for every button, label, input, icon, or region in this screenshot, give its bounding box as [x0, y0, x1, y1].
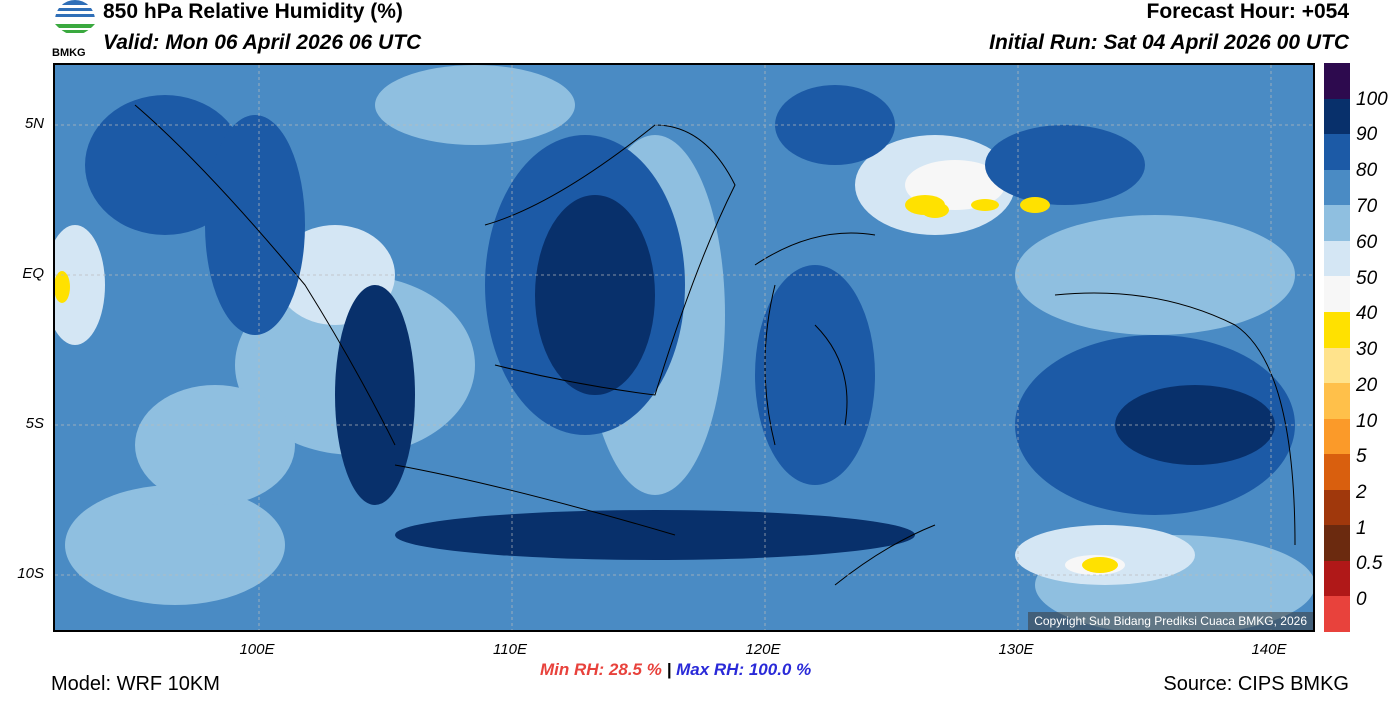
chart-title: 850 hPa Relative Humidity (%) — [103, 0, 403, 23]
legend-label: 30 — [1356, 339, 1378, 360]
legend-label: 80 — [1356, 160, 1378, 181]
max-rh: Max RH: 100.0 % — [676, 660, 812, 679]
legend-swatch — [1324, 311, 1350, 348]
legend-label: 70 — [1356, 196, 1378, 217]
forecast-hour: Forecast Hour: +054 — [1146, 0, 1350, 23]
legend-swatch — [1324, 418, 1350, 455]
legend-swatch — [1324, 134, 1350, 170]
legend-colorbar — [1324, 63, 1350, 632]
x-tick-label: 110E — [493, 641, 527, 658]
legend-label: 50 — [1356, 268, 1378, 289]
y-tick-label: 5N — [24, 115, 44, 132]
logo-text: BMKG — [52, 47, 86, 59]
legend-swatch — [1324, 205, 1350, 241]
legend-label: 1 — [1356, 518, 1367, 539]
legend-swatch — [1324, 454, 1350, 490]
legend-label: 20 — [1356, 375, 1378, 396]
legend-swatch — [1324, 383, 1350, 419]
legend-swatch — [1324, 489, 1350, 526]
legend-swatch — [1324, 560, 1350, 597]
bmkg-logo — [50, 0, 100, 60]
source-label: Source: CIPS BMKG — [1163, 673, 1349, 695]
initial-run: Initial Run: Sat 04 April 2026 00 UTC — [989, 31, 1349, 54]
x-tick-label: 140E — [1251, 641, 1287, 658]
legend-swatch — [1324, 169, 1350, 206]
legend-label: 0.5 — [1356, 553, 1383, 574]
legend-label: 10 — [1356, 411, 1378, 432]
min-rh: Min RH: 28.5 % — [540, 660, 662, 679]
legend-label: 5 — [1356, 446, 1367, 467]
legend-swatch — [1324, 525, 1350, 561]
x-tick-label: 130E — [998, 641, 1034, 658]
legend-swatch — [1324, 276, 1350, 312]
model-label: Model: WRF 10KM — [51, 673, 220, 695]
y-tick-label: 5S — [25, 415, 44, 432]
legend-swatch — [1324, 98, 1350, 135]
copyright-notice: Copyright Sub Bidang Prediksi Cuaca BMKG… — [1028, 612, 1313, 630]
legend-label: 0 — [1356, 589, 1367, 610]
y-tick-label: EQ — [22, 265, 44, 282]
legend-swatch — [1324, 596, 1350, 632]
legend-label: 60 — [1356, 232, 1378, 253]
legend-swatch — [1324, 347, 1350, 384]
min-max-rh: Min RH: 28.5 % | Max RH: 100.0 % — [540, 660, 811, 680]
legend-label: 40 — [1356, 303, 1378, 324]
separator: | — [666, 660, 672, 679]
valid-time: Valid: Mon 06 April 2026 06 UTC — [103, 31, 422, 54]
legend-label: 2 — [1356, 482, 1367, 503]
humidity-map — [53, 63, 1315, 632]
x-tick-label: 100E — [239, 641, 275, 658]
legend-label: 90 — [1356, 124, 1378, 145]
legend-swatch — [1324, 63, 1350, 99]
legend-swatch — [1324, 240, 1350, 277]
x-tick-label: 120E — [745, 641, 781, 658]
legend-label: 100 — [1356, 89, 1388, 110]
y-tick-label: 10S — [17, 565, 44, 582]
